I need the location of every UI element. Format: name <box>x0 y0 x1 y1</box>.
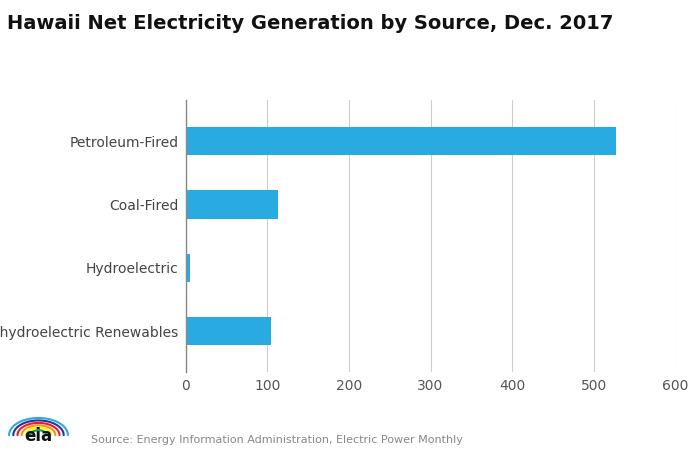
Bar <box>186 190 278 219</box>
Bar <box>186 127 616 155</box>
Text: Source: Energy Information Administration, Electric Power Monthly: Source: Energy Information Administratio… <box>91 435 463 445</box>
Text: Hawaii Net Electricity Generation by Source, Dec. 2017: Hawaii Net Electricity Generation by Sou… <box>7 14 613 33</box>
Bar <box>186 317 272 345</box>
Bar <box>186 253 190 282</box>
Text: eia: eia <box>25 427 52 444</box>
